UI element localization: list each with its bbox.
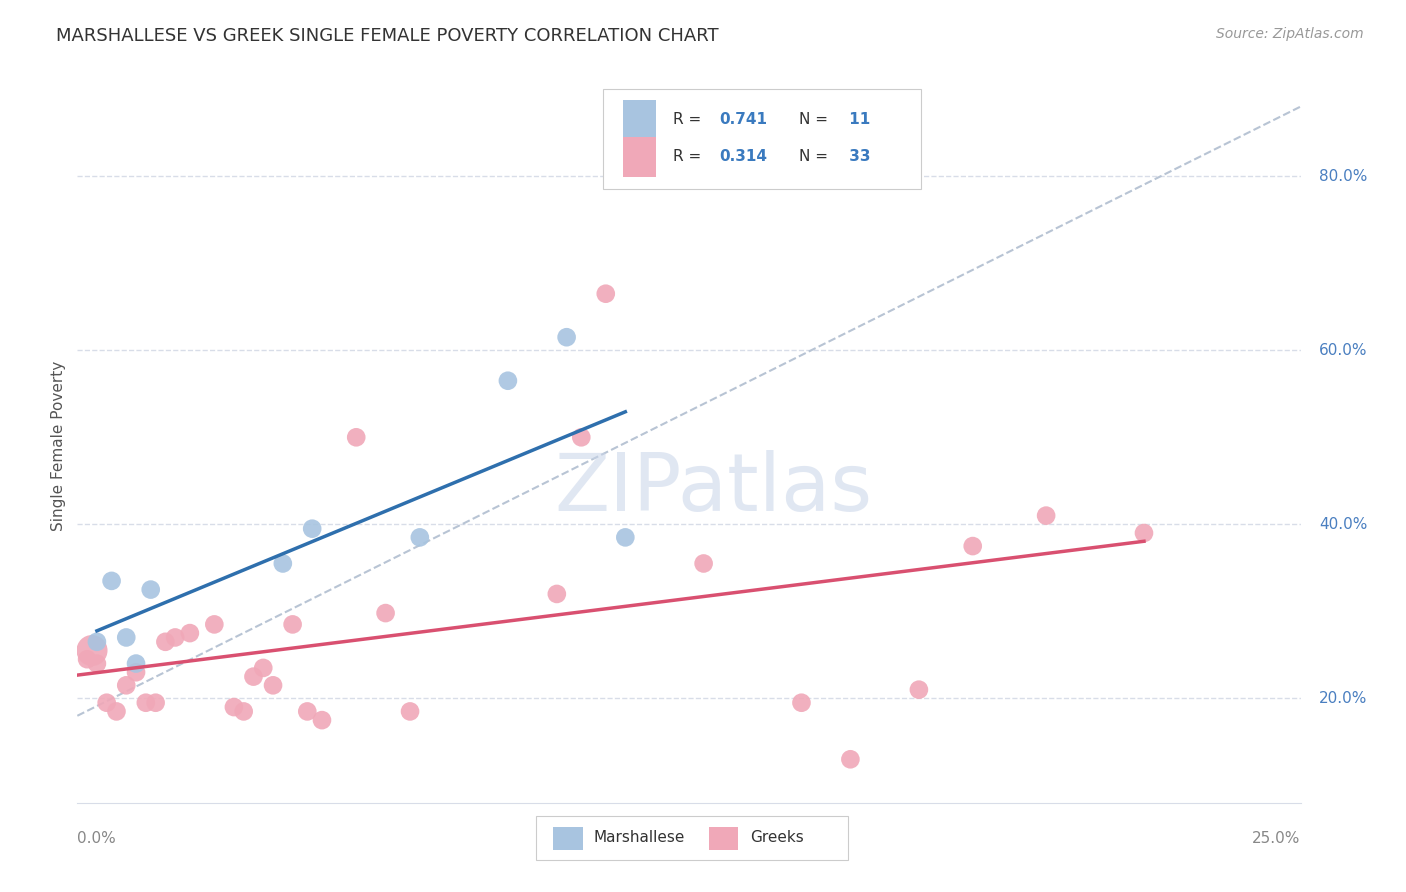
Text: 60.0%: 60.0% (1319, 343, 1368, 358)
Point (252, 661, 274, 675)
Text: 11: 11 (844, 112, 870, 128)
Point (165, 631, 187, 645)
Text: 33: 33 (844, 150, 870, 164)
Point (271, 557, 294, 571)
Point (374, 606, 396, 620)
Text: R =: R = (673, 150, 706, 164)
Text: R =: R = (673, 112, 706, 128)
Point (790, 696, 813, 710)
Point (546, 587, 568, 601)
Point (839, 752, 862, 766)
Text: Source: ZipAtlas.com: Source: ZipAtlas.com (1216, 27, 1364, 41)
Point (242, 670, 264, 684)
Point (115, 631, 138, 645)
Point (1035, 508, 1057, 523)
Point (76, 652, 98, 666)
Text: 25.0%: 25.0% (1253, 831, 1301, 847)
Point (202, 617, 225, 632)
Point (908, 682, 931, 697)
Point (105, 705, 128, 719)
Text: 0.314: 0.314 (720, 150, 768, 164)
Point (692, 557, 714, 571)
Point (301, 522, 323, 536)
Point (100, 574, 122, 588)
Point (569, 430, 592, 444)
Point (1133, 526, 1156, 541)
Point (496, 374, 519, 388)
Point (409, 530, 432, 544)
Point (311, 713, 333, 727)
Text: N =: N = (799, 112, 832, 128)
Point (262, 678, 284, 692)
FancyBboxPatch shape (553, 827, 582, 850)
Point (344, 430, 367, 444)
Text: MARSHALLESE VS GREEK SINGLE FEMALE POVERTY CORRELATION CHART: MARSHALLESE VS GREEK SINGLE FEMALE POVER… (56, 27, 718, 45)
Point (962, 539, 984, 553)
Point (96, 696, 118, 710)
Text: Greeks: Greeks (751, 830, 804, 846)
Point (614, 530, 637, 544)
Text: ZIPatlas: ZIPatlas (554, 450, 873, 528)
Point (232, 705, 254, 719)
Point (179, 626, 201, 640)
Point (139, 582, 162, 597)
Point (145, 696, 167, 710)
Text: 80.0%: 80.0% (1319, 169, 1367, 184)
Point (135, 696, 157, 710)
Text: 0.0%: 0.0% (77, 831, 117, 847)
FancyBboxPatch shape (623, 136, 657, 178)
FancyBboxPatch shape (603, 89, 921, 189)
FancyBboxPatch shape (536, 815, 848, 860)
Point (399, 705, 422, 719)
Point (222, 700, 245, 714)
Point (281, 617, 304, 632)
Point (125, 665, 148, 680)
Y-axis label: Single Female Poverty: Single Female Poverty (51, 361, 66, 531)
Point (555, 330, 578, 344)
Point (297, 705, 319, 719)
FancyBboxPatch shape (709, 827, 738, 850)
Point (115, 678, 138, 692)
Text: N =: N = (799, 150, 832, 164)
Point (125, 657, 148, 671)
Text: 40.0%: 40.0% (1319, 516, 1367, 532)
Point (595, 286, 617, 301)
Point (86, 635, 108, 649)
Point (86, 657, 108, 671)
FancyBboxPatch shape (623, 100, 657, 140)
Text: 0.741: 0.741 (720, 112, 768, 128)
Text: 20.0%: 20.0% (1319, 691, 1367, 706)
Point (80, 643, 103, 657)
Text: Marshallese: Marshallese (593, 830, 685, 846)
Point (155, 635, 177, 649)
